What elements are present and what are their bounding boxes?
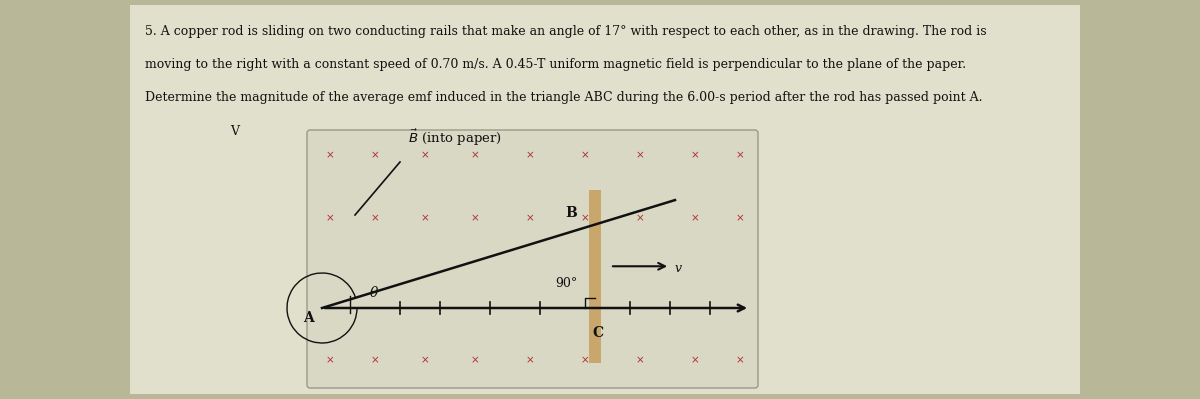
Text: B: B: [565, 205, 577, 219]
Text: moving to the right with a constant speed of 0.70 m/s. A 0.45-T uniform magnetic: moving to the right with a constant spee…: [145, 58, 966, 71]
Text: ×: ×: [736, 355, 744, 365]
Text: ×: ×: [526, 213, 534, 223]
Text: v: v: [674, 262, 682, 275]
Text: ×: ×: [325, 355, 335, 365]
Text: Determine the magnitude of the average emf induced in the triangle ABC during th: Determine the magnitude of the average e…: [145, 91, 983, 104]
Text: ×: ×: [470, 213, 479, 223]
Text: ×: ×: [581, 150, 589, 160]
Text: ×: ×: [325, 150, 335, 160]
Text: ×: ×: [736, 150, 744, 160]
Text: $\vec{B}$ (into paper): $\vec{B}$ (into paper): [408, 128, 502, 148]
Text: ×: ×: [581, 355, 589, 365]
Text: ×: ×: [636, 150, 644, 160]
Bar: [589, 190, 601, 363]
Text: 90°: 90°: [554, 277, 577, 290]
Text: ×: ×: [325, 213, 335, 223]
Text: ×: ×: [691, 213, 700, 223]
Text: ×: ×: [526, 150, 534, 160]
Text: C: C: [593, 326, 604, 340]
FancyBboxPatch shape: [307, 130, 758, 388]
Text: V: V: [230, 125, 239, 138]
Text: ×: ×: [736, 213, 744, 223]
Text: ×: ×: [371, 355, 379, 365]
Text: 5. A copper rod is sliding on two conducting rails that make an angle of 17° wit: 5. A copper rod is sliding on two conduc…: [145, 25, 986, 38]
Text: ×: ×: [470, 355, 479, 365]
Text: θ: θ: [370, 286, 378, 300]
Text: ×: ×: [636, 355, 644, 365]
Text: ×: ×: [421, 213, 430, 223]
Text: ×: ×: [526, 355, 534, 365]
Text: ×: ×: [470, 150, 479, 160]
Text: ×: ×: [421, 150, 430, 160]
Text: A: A: [304, 311, 314, 325]
Text: ×: ×: [581, 213, 589, 223]
Text: ×: ×: [636, 213, 644, 223]
Text: ×: ×: [691, 355, 700, 365]
Text: ×: ×: [371, 150, 379, 160]
Bar: [130, 5, 1080, 394]
Text: ×: ×: [421, 355, 430, 365]
Text: ×: ×: [691, 150, 700, 160]
Text: ×: ×: [371, 213, 379, 223]
